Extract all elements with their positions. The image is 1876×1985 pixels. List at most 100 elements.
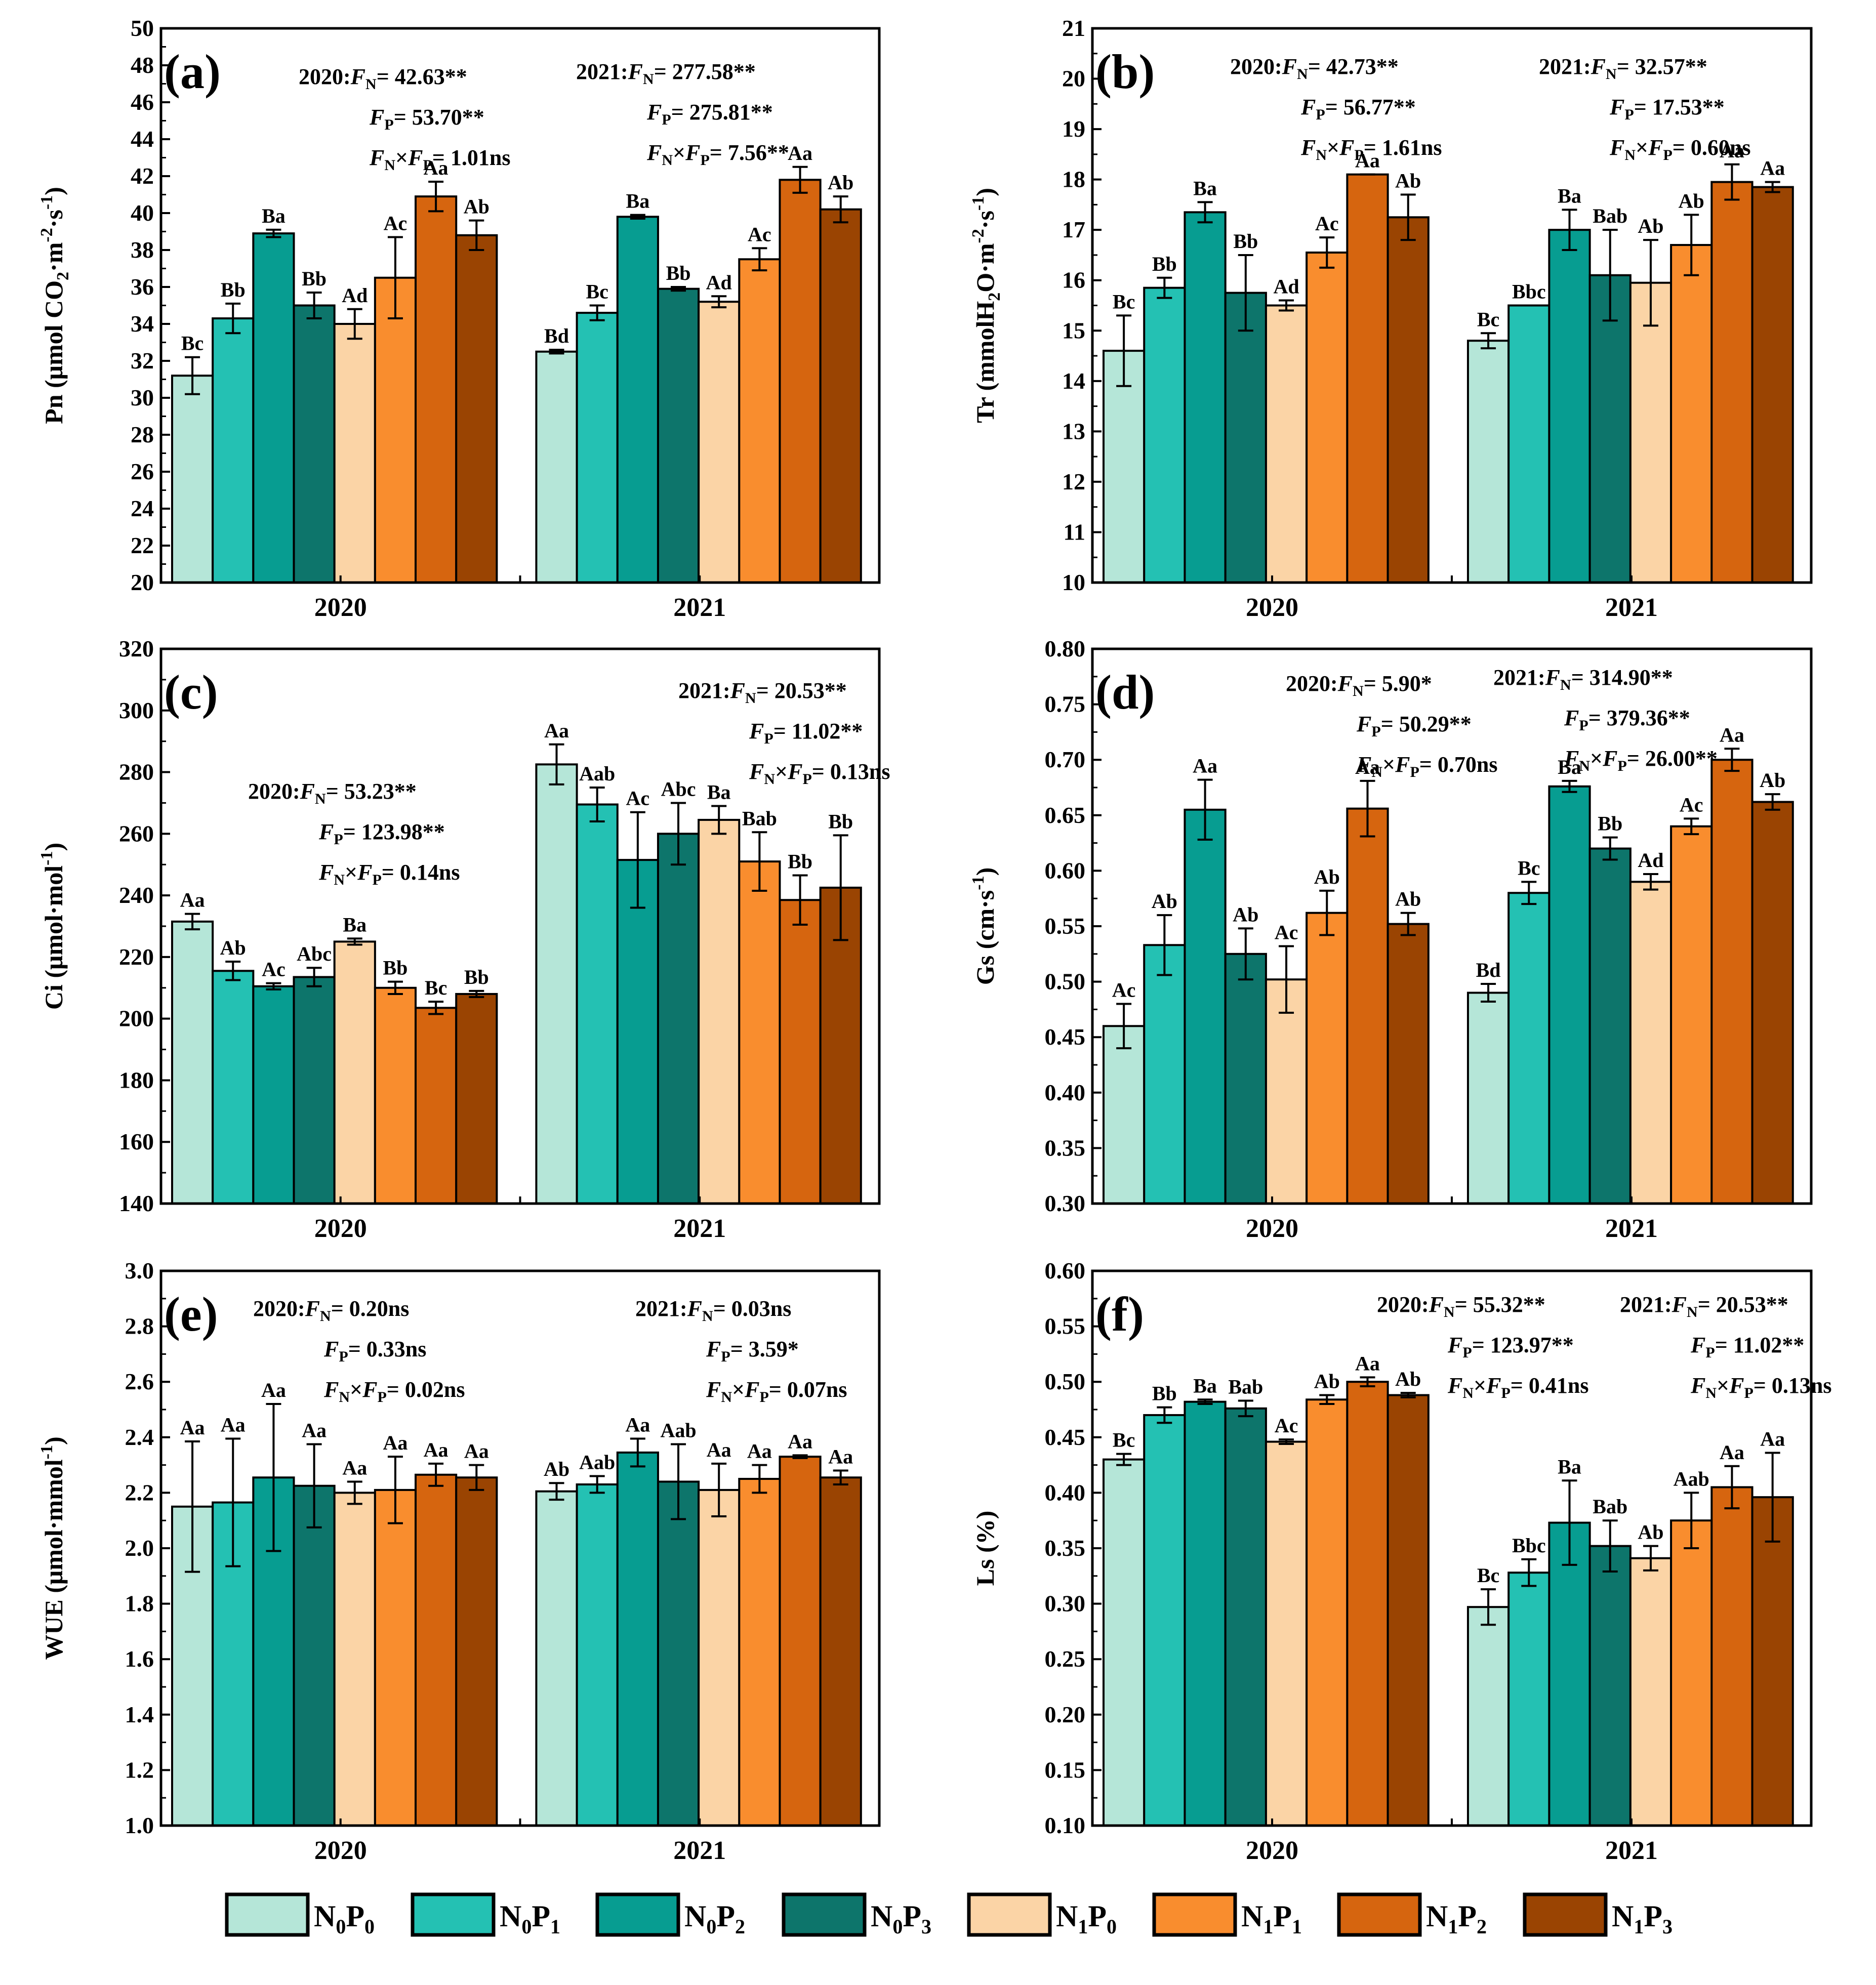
bar-2021-0 (1466, 991, 1510, 1205)
panel-letter: (a) (164, 45, 221, 99)
significance-letter: Bc (425, 976, 447, 999)
y-tick-label: 10 (1062, 569, 1085, 595)
y-tick-label: 0.60 (1045, 857, 1086, 883)
x-category-label: 2020 (314, 1214, 367, 1243)
legend: N0P0 N0P1 N0P2 N0P3 N1P0 N1P1 N1P2 N1P3 (225, 1892, 1673, 1938)
significance-letter: Abc (661, 777, 696, 800)
y-tick-label: 240 (119, 882, 154, 908)
significance-letter: Bb (788, 850, 812, 873)
significance-letter: Ab (1233, 903, 1258, 926)
bar-2021-6 (1710, 759, 1753, 1205)
significance-letter: Bc (1477, 1564, 1499, 1587)
significance-letter: Ab (1638, 215, 1663, 237)
bar-2020-5 (374, 276, 417, 584)
y-tick-label: 1.8 (125, 1591, 154, 1617)
y-tick-label: 19 (1062, 116, 1085, 142)
y-axis-label: Ls (%) (971, 1511, 999, 1586)
anova-stats-2020: 2020:FN= 0.20ns FP= 0.33ns FN×FP= 0.02ns (253, 1296, 465, 1405)
bar-2021-6 (779, 899, 822, 1205)
y-tick-label: 180 (119, 1067, 154, 1093)
significance-letter: Aa (221, 1414, 246, 1436)
bar-2020-6 (415, 195, 458, 584)
significance-letter: Aa (1355, 149, 1380, 172)
bar-2021-6 (1710, 181, 1753, 584)
significance-letter: Bc (1518, 856, 1540, 879)
y-tick-label: 1.0 (125, 1812, 154, 1838)
significance-letter: Bbc (1512, 1534, 1546, 1557)
stat-fp: FP= 275.81** (646, 100, 773, 128)
legend-swatch-7 (1523, 1892, 1608, 1937)
significance-letter: Ad (706, 271, 732, 294)
significance-letter: Ab (1679, 189, 1704, 212)
y-tick-label: 280 (119, 759, 154, 785)
bar-2021-3 (1588, 847, 1632, 1205)
significance-letter: Bd (1476, 959, 1501, 981)
legend-label-4: N1P0 (1056, 1899, 1117, 1938)
stat-fp: FP= 17.53** (1609, 95, 1725, 123)
bar-2021-0 (1466, 1606, 1510, 1827)
legend-swatch-0 (225, 1892, 310, 1937)
legend-label-5: N1P1 (1241, 1899, 1302, 1938)
significance-letter: Ab (1314, 1370, 1340, 1393)
significance-letter: Ac (1315, 212, 1339, 235)
y-tick-label: 13 (1062, 418, 1085, 444)
panel-letter: (d) (1095, 665, 1155, 719)
significance-letter: Bbc (1512, 280, 1546, 303)
y-tick-label: 2.8 (125, 1313, 154, 1339)
panel-d: Ac Ab Aa Ab Ac Ab Aa Ab Bd Bc Ba Bb Ad Ac Aa Ab 0.30 0.35… (969, 636, 1813, 1243)
y-tick-label: 0.30 (1045, 1190, 1086, 1216)
significance-letter: Bab (1593, 1495, 1627, 1518)
stat-fn: 2021:FN= 277.58** (576, 59, 756, 88)
legend-swatch-3 (782, 1892, 867, 1937)
y-tick-label: 46 (131, 89, 154, 115)
legend-swatch-2 (595, 1892, 680, 1937)
y-tick-label: 34 (131, 311, 154, 337)
significance-letter: Aa (261, 1379, 286, 1401)
bar-2020-7 (455, 992, 498, 1205)
stat-fp: FP= 50.29** (1356, 712, 1472, 740)
anova-stats-2021: 2021:FN= 20.53** FP= 11.02** FN×FP= 0.13ns (1620, 1292, 1831, 1401)
significance-letter: Aa (828, 1445, 853, 1468)
significance-letter: Aa (1760, 157, 1785, 180)
stat-fnxfp: FN×FP= 0.70ns (1356, 752, 1497, 780)
significance-letter: Aa (747, 1440, 772, 1463)
bar-2020-2 (1184, 1400, 1227, 1827)
y-tick-label: 0.15 (1045, 1757, 1086, 1783)
y-tick-label: 0.50 (1045, 969, 1086, 995)
significance-letter: Ab (1638, 1521, 1663, 1544)
bar-2020-4 (1265, 1440, 1308, 1827)
y-tick-label: 3.0 (125, 1258, 154, 1284)
significance-letter: Ac (384, 212, 407, 234)
y-tick-label: 14 (1062, 368, 1085, 394)
bar-2021-7 (1751, 1496, 1794, 1827)
significance-letter: Ab (1314, 865, 1340, 888)
x-category-label: 2020 (1246, 1836, 1298, 1865)
y-tick-label: 0.40 (1045, 1080, 1086, 1105)
bar-2020-4 (333, 940, 376, 1205)
y-tick-label: 0.20 (1045, 1702, 1086, 1727)
bar-2021-3 (1588, 274, 1632, 584)
bar-2021-1 (1507, 304, 1551, 584)
significance-letter: Ab (544, 1458, 569, 1480)
stat-fnxfp: FN×FP= 26.00** (1564, 746, 1718, 774)
significance-letter: Ac (1275, 921, 1298, 943)
significance-letter: Ba (626, 190, 650, 213)
y-tick-label: 2.0 (125, 1535, 154, 1561)
anova-stats-2020: 2020:FN= 42.73** FP= 56.77** FN×FP= 1.61ns (1230, 54, 1442, 163)
y-tick-label: 38 (131, 237, 154, 263)
y-tick-label: 0.75 (1045, 691, 1086, 717)
y-axis-label: Ci (μmol·mol-1) (37, 843, 68, 1010)
bar-2021-5 (1670, 244, 1713, 584)
stat-fnxfp: FN×FP= 0.13ns (749, 759, 890, 788)
legend-label-3: N0P3 (871, 1899, 931, 1938)
legend-swatch-5 (1152, 1892, 1237, 1937)
x-category-label: 2020 (314, 1836, 367, 1865)
y-tick-label: 2.6 (125, 1369, 154, 1394)
bar-2021-5 (1670, 1519, 1713, 1827)
significance-letter: Aab (579, 1451, 615, 1474)
significance-letter: Ab (828, 171, 853, 194)
panel-letter: (f) (1095, 1287, 1144, 1341)
significance-letter: Bd (544, 324, 569, 347)
bar-2021-0 (535, 350, 578, 584)
anova-stats-2021: 2021:FN= 20.53** FP= 11.02** FN×FP= 0.13ns (678, 678, 890, 788)
